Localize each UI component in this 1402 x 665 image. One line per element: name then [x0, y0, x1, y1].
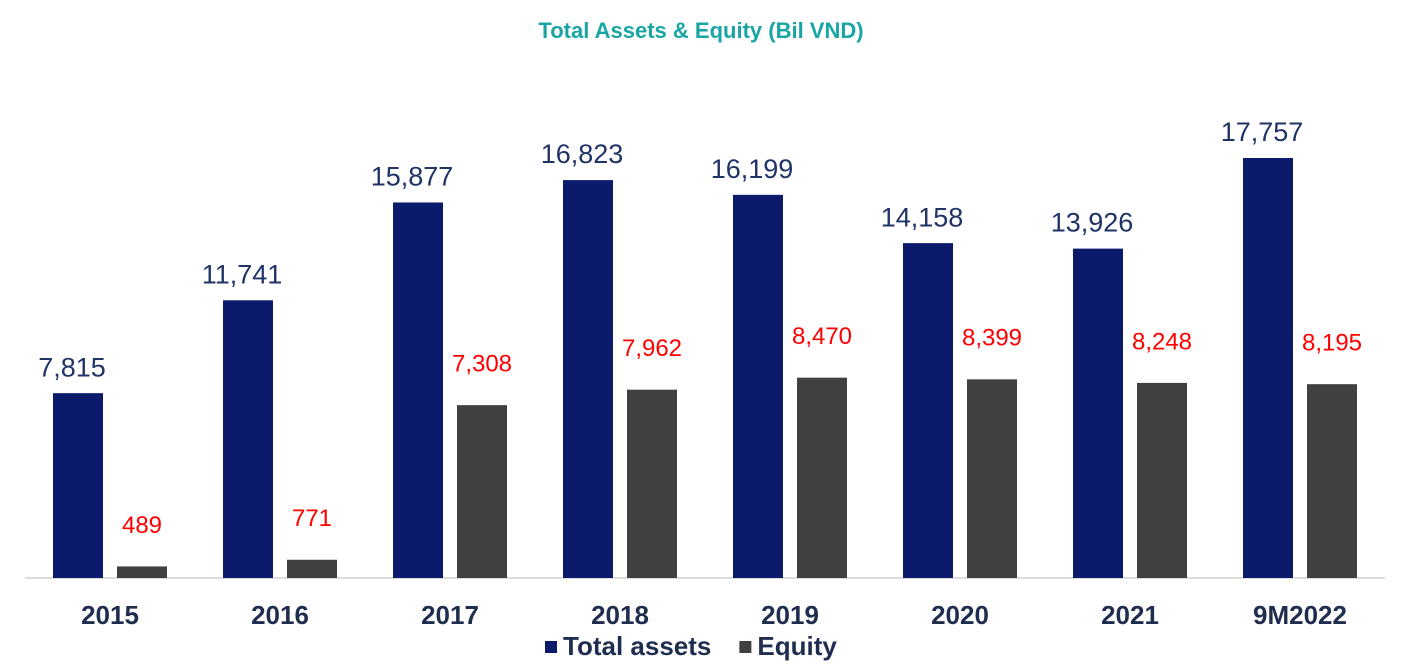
data-label: 7,308: [452, 350, 512, 377]
bar: [393, 202, 443, 578]
bar: [223, 300, 273, 578]
bar: [1137, 382, 1187, 578]
x-tick-label: 2018: [591, 600, 649, 630]
bar: [1243, 158, 1293, 578]
data-label: 8,195: [1302, 330, 1362, 357]
data-label: 771: [292, 505, 332, 532]
data-label: 17,757: [1221, 117, 1304, 147]
bar: [1073, 248, 1123, 578]
data-label: 11,741: [202, 259, 283, 289]
data-label: 8,248: [1132, 328, 1192, 355]
data-label: 489: [122, 512, 162, 539]
bar: [563, 180, 613, 579]
data-label: 7,815: [38, 352, 106, 382]
data-label: 8,399: [962, 325, 1022, 352]
x-tick-label: 9M2022: [1253, 600, 1347, 630]
bar: [457, 405, 507, 578]
bar: [53, 393, 103, 578]
x-tick-label: 2021: [1101, 600, 1159, 630]
data-label: 7,962: [622, 335, 682, 362]
legend-swatch: [545, 641, 557, 653]
bar: [967, 379, 1017, 578]
bar: [903, 243, 953, 579]
x-tick-label: 2017: [421, 600, 479, 630]
bar: [797, 377, 847, 578]
legend-label: Total assets: [563, 631, 711, 661]
bar: [733, 194, 783, 578]
x-tick-label: 2019: [761, 600, 819, 630]
x-tick-label: 2020: [931, 600, 989, 630]
chart-title: Total Assets & Equity (Bil VND): [538, 18, 863, 43]
legend-swatch: [739, 641, 752, 653]
legend-label: Equity: [757, 631, 837, 661]
data-label: 13,926: [1051, 208, 1134, 238]
x-tick-label: 2015: [81, 600, 139, 630]
data-label: 14,158: [881, 202, 964, 232]
data-label: 16,823: [541, 139, 624, 169]
bar: [1307, 384, 1357, 578]
bar: [627, 389, 677, 578]
bar: [287, 559, 337, 578]
data-label: 15,877: [371, 162, 454, 192]
data-label: 8,470: [792, 323, 852, 350]
bar: [117, 566, 167, 578]
x-tick-label: 2016: [251, 600, 309, 630]
data-label: 16,199: [711, 154, 794, 184]
